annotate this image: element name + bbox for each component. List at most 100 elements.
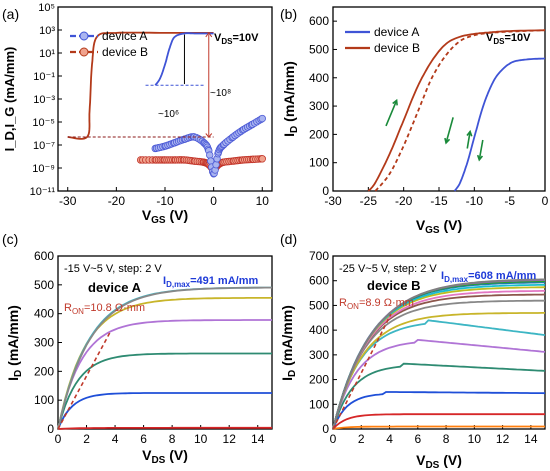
panel-b-xlabel: VGS (V) <box>416 217 462 236</box>
panel-a-ratio-a: ~10⁶ <box>158 109 179 120</box>
c-xlabel-unit: (V) <box>165 447 188 463</box>
legend-label-device-b: device B <box>102 45 148 59</box>
d-xlabel-main: V <box>416 452 426 468</box>
c-xtick-label: 0 <box>55 432 62 446</box>
b-arrow-b-up-head <box>392 98 398 106</box>
legend-label-b-device-a: device A <box>374 25 419 39</box>
a-ytick-label: 10⁻⁷ <box>33 140 55 152</box>
a-ytick-label: 10⁻¹¹ <box>30 186 56 198</box>
a-xtick-label: -30 <box>59 194 77 208</box>
panel-a-plot <box>67 31 266 178</box>
a-marker-device-a-ig <box>212 160 220 169</box>
c-xtick-label: 10 <box>194 432 208 446</box>
d-xtick-label: 2 <box>358 432 365 446</box>
d-ron-line <box>332 313 392 430</box>
d-curve-7 <box>332 299 545 430</box>
panel-b-plot <box>367 29 546 192</box>
panel-c-x-ticks: 0 2 4 6 8 10 12 14 <box>55 425 265 446</box>
b-ylabel-unit: (mA/mm) <box>281 61 297 126</box>
d-ytick-label: 400 <box>309 323 329 337</box>
c-ytick-label: 600 <box>34 249 54 263</box>
b-series-device-a <box>453 57 545 192</box>
b-xtick-label: -5 <box>504 194 515 208</box>
b-arrow-b-up <box>385 100 398 127</box>
panel-a-xlabel: VGS (V) <box>142 207 188 226</box>
c-ylabel-unit: (mA/mm) <box>5 305 21 370</box>
panel-a-vds-annotation: VDS=10V <box>214 32 259 46</box>
xlabel-unit: (V) <box>166 207 189 223</box>
vds-b-sub: DS <box>493 37 505 46</box>
b-arrow-b-down <box>445 117 454 144</box>
b-arrow-a-down <box>478 139 484 161</box>
a-ytick-label: 10⁵ <box>38 2 55 14</box>
panel-label-a: (a) <box>2 6 19 22</box>
b-ytick-label: 500 <box>309 42 329 56</box>
d-imax-val: =608 mA/mm <box>468 270 536 282</box>
xlabel-sub: GS <box>151 215 166 226</box>
vds-v: V <box>214 32 222 44</box>
b-ytick-label: 200 <box>309 127 329 141</box>
b-ytick-label: 100 <box>309 156 329 170</box>
c-imax-pre: I <box>163 275 166 287</box>
d-ron-sub: ON <box>347 302 359 311</box>
b-xlabel-unit: (V) <box>440 217 463 233</box>
panel-b-legend: device A device B <box>345 25 420 55</box>
a-marker-device-b-ig <box>258 155 266 163</box>
c-curve-4 <box>57 297 272 430</box>
b-ytick-label: 0 <box>322 184 329 198</box>
c-xtick-label: 12 <box>223 432 237 446</box>
a-series-device-a <box>154 32 214 86</box>
c-curve-2 <box>57 352 272 430</box>
panel-c-imax: ID,max=491 mA/mm <box>163 275 258 289</box>
panel-a-y-ticks: 10⁵ 10³ 10¹ 10⁻¹ 10⁻³ 10⁻⁵ 10⁻⁷ 10⁻⁹ 10⁻¹¹ <box>30 2 62 198</box>
d-xtick-label: 12 <box>496 432 510 446</box>
d-curve-1 <box>332 413 545 430</box>
c-imax-val: =491 mA/mm <box>190 275 258 287</box>
c-ron-pre: R <box>64 302 72 314</box>
vds-b-v: V <box>486 32 494 44</box>
panel-d-frame <box>332 255 546 430</box>
d-ytick-label: 600 <box>309 274 329 288</box>
vds-sub: DS <box>221 37 233 46</box>
panel-d-ylabel: ID (mA/mm) <box>279 305 298 381</box>
a-marker-device-a-ig <box>258 114 266 123</box>
d-xtick-label: 10 <box>468 432 482 446</box>
c-xlabel-main: V <box>142 447 152 463</box>
c-curve-1 <box>57 392 272 430</box>
panel-a: (a) 10⁵ 10³ 10¹ 10⁻¹ 10⁻³ 10⁻⁵ 10⁻⁷ 10⁻⁹ 10⁻¹¹ -… <box>2 2 273 226</box>
c-ylabel-main: I <box>5 377 21 381</box>
legend-label-device-a: device A <box>102 29 147 43</box>
b-ytick-label: 600 <box>309 14 329 28</box>
d-ytick-label: 0 <box>322 422 329 436</box>
a-ytick-label: 10⁻⁹ <box>32 163 55 175</box>
c-ron-val: =10.8 Ω·mm <box>84 302 145 314</box>
a-ytick-label: 10⁻³ <box>33 94 55 106</box>
a-ratio-b-arrowhead-bottom <box>205 133 213 138</box>
c-xlabel-sub: DS <box>151 455 165 466</box>
xlabel-main: V <box>142 207 152 223</box>
d-curve-6 <box>332 312 545 430</box>
a-series-device-b <box>67 31 214 140</box>
c-xtick-label: 4 <box>112 432 119 446</box>
d-curve-2 <box>332 391 546 430</box>
b-xtick-label: -10 <box>466 194 484 208</box>
b-xtick-label: -20 <box>395 194 413 208</box>
d-ron-pre: R <box>339 297 347 309</box>
panel-d-imax: ID,max=608 mA/mm <box>441 270 536 284</box>
vds-val: =10V <box>232 32 259 44</box>
panel-c-ron: RON=10.8 Ω·mm <box>64 302 145 316</box>
legend-marker-device-b <box>79 47 89 57</box>
panel-d-plot <box>332 278 546 430</box>
panel-d: (d) 0 100 200 300 400 500 600 700 0 2 4 6 8 10 12 14 -… <box>279 231 546 471</box>
panel-d-sweep: -25 V~5 V, step: 2 V <box>339 263 437 275</box>
b-arrow-a-down-head <box>476 154 484 162</box>
c-ylabel-sub: D <box>13 370 24 377</box>
a-ytick-label: 10¹ <box>39 48 55 60</box>
c-ron-sub: ON <box>72 307 84 316</box>
b-xtick-label: -25 <box>360 194 378 208</box>
d-curve-15 <box>332 278 545 430</box>
panel-c-y-ticks: 0 100 200 300 400 500 600 <box>34 249 62 436</box>
c-xtick-label: 2 <box>83 432 90 446</box>
a-ytick-label: 10⁻⁵ <box>32 117 55 129</box>
d-xtick-label: 8 <box>443 432 450 446</box>
